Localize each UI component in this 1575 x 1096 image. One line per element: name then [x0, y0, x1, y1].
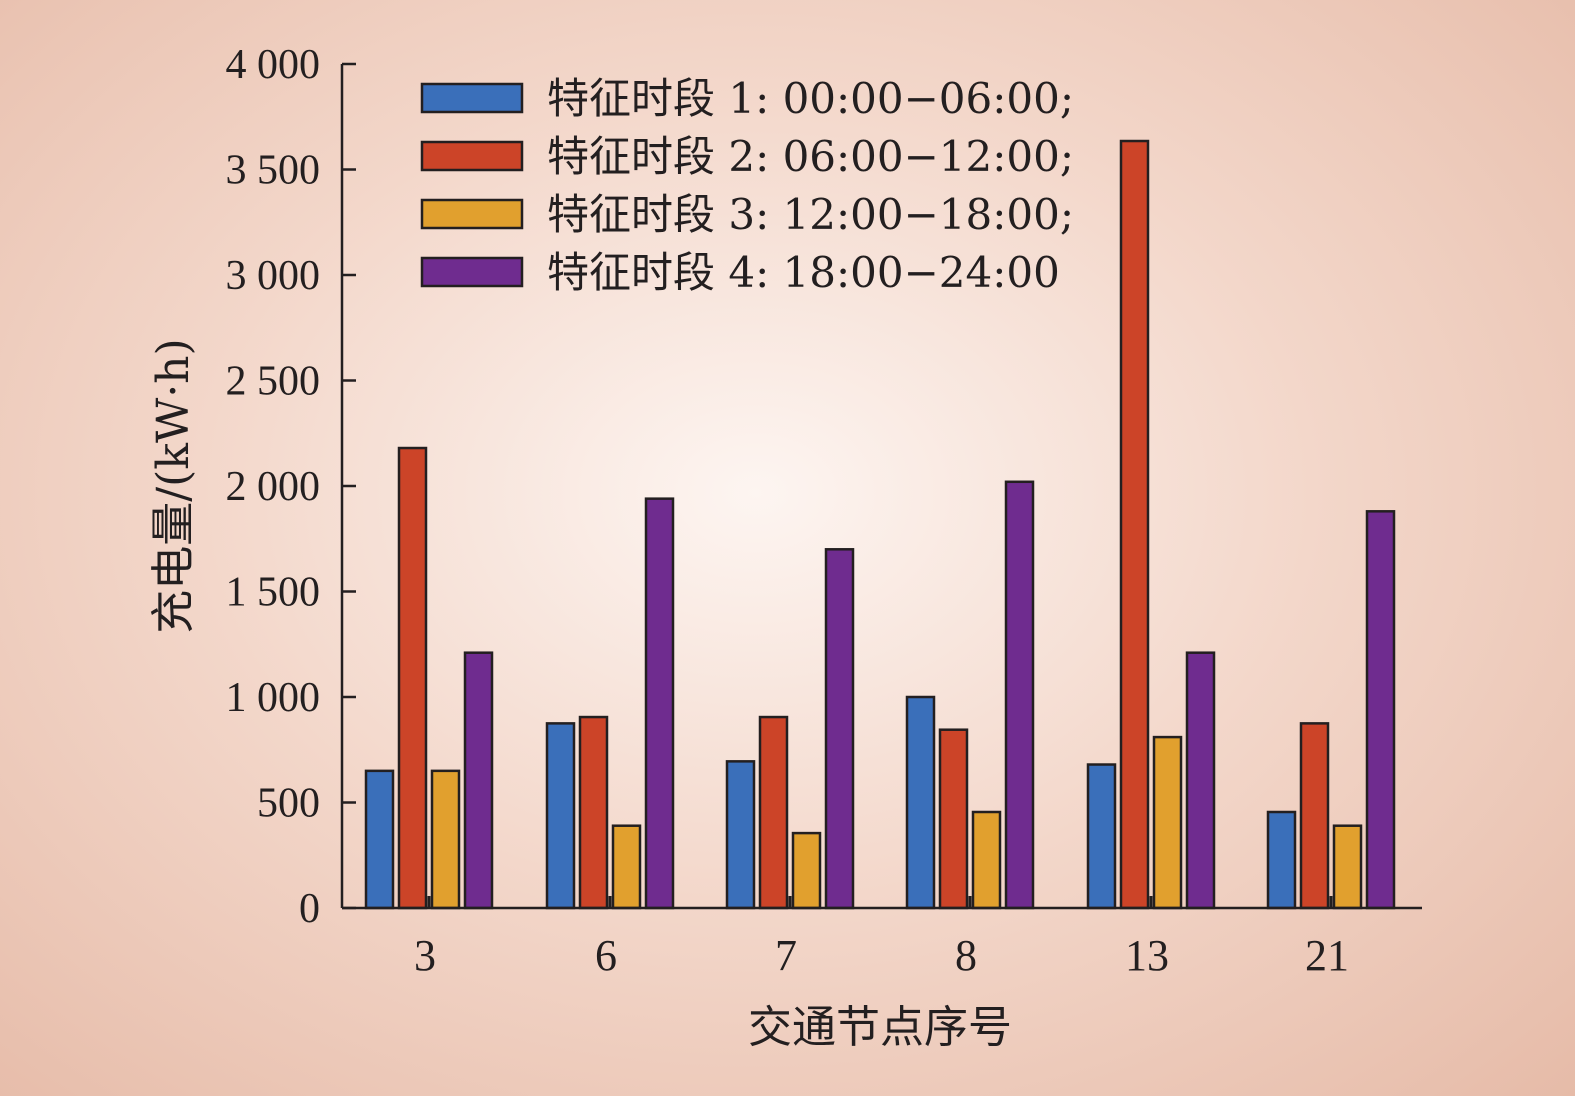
y-tick-label: 3 500	[226, 148, 321, 194]
bar-21-series-4	[1365, 510, 1396, 910]
bar-13-series-2	[1119, 139, 1150, 910]
bar-3-series-1	[364, 769, 395, 910]
bar-3-series-4	[463, 651, 494, 910]
bar-13-series-1	[1086, 763, 1117, 910]
legend-item-1: 特征时段 1: 00:00−06:00;	[420, 74, 1074, 123]
bar-8-series-4	[1004, 480, 1035, 910]
legend-label: 特征时段 3: 12:00−18:00;	[547, 190, 1074, 239]
bar-6-series-4	[644, 497, 675, 910]
bar-13-series-3	[1152, 735, 1183, 910]
bar-6-series-2	[578, 715, 609, 910]
bars-group	[364, 139, 1396, 910]
y-tick-label: 4 000	[226, 42, 321, 88]
bar-6-series-3	[611, 824, 642, 910]
y-tick-label: 1 500	[226, 570, 321, 616]
bar-8-series-1	[905, 695, 936, 910]
legend-swatch	[420, 198, 524, 230]
y-tick-label: 2 000	[226, 464, 321, 510]
x-tick-label: 3	[414, 931, 436, 980]
bar-13-series-4	[1185, 651, 1216, 910]
legend-item-2: 特征时段 2: 06:00−12:00;	[420, 132, 1074, 181]
bar-21-series-3	[1332, 824, 1363, 910]
x-ticks-group: 3 6 7 8 13 21	[414, 896, 1349, 980]
bar-21-series-1	[1266, 810, 1297, 910]
y-tick-label: 3 000	[226, 253, 321, 299]
y-tick-label: 2 500	[226, 359, 321, 405]
legend-swatch	[420, 256, 524, 288]
y-tick-label: 500	[257, 781, 320, 827]
bar-7-series-1	[725, 760, 756, 910]
x-axis-title: 交通节点序号	[748, 1002, 1012, 1053]
legend-label: 特征时段 4: 18:00−24:00	[547, 248, 1060, 297]
legend-label: 特征时段 1: 00:00−06:00;	[547, 74, 1074, 123]
y-tick-label: 1 000	[226, 675, 321, 721]
x-tick-label: 21	[1305, 931, 1349, 980]
y-ticks-group: 0 500 1 000 1 500 2 000 2 500 3 000 3 500 4 000	[226, 42, 356, 932]
x-tick-label: 8	[955, 931, 977, 980]
legend-item-4: 特征时段 4: 18:00−24:00	[420, 248, 1060, 297]
legend-label: 特征时段 2: 06:00−12:00;	[547, 132, 1074, 181]
bar-7-series-2	[758, 715, 789, 910]
x-tick-label: 6	[595, 931, 617, 980]
bar-7-series-3	[791, 831, 822, 910]
legend-swatch	[420, 140, 524, 172]
legend-swatch	[420, 82, 524, 114]
y-tick-label: 0	[299, 886, 320, 932]
legend-item-3: 特征时段 3: 12:00−18:00;	[420, 190, 1074, 239]
bar-8-series-3	[971, 810, 1002, 910]
legend: 特征时段 1: 00:00−06:00; 特征时段 2: 06:00−12:00;…	[420, 74, 1074, 297]
bar-7-series-4	[824, 548, 855, 910]
x-tick-label: 13	[1125, 931, 1169, 980]
bar-3-series-2	[397, 446, 428, 910]
bar-21-series-2	[1299, 722, 1330, 910]
bar-8-series-2	[938, 728, 969, 910]
x-tick-label: 7	[775, 931, 797, 980]
y-axis-title: 充电量/(kW·h)	[148, 338, 199, 633]
bar-6-series-1	[545, 722, 576, 910]
bar-3-series-3	[430, 769, 461, 910]
